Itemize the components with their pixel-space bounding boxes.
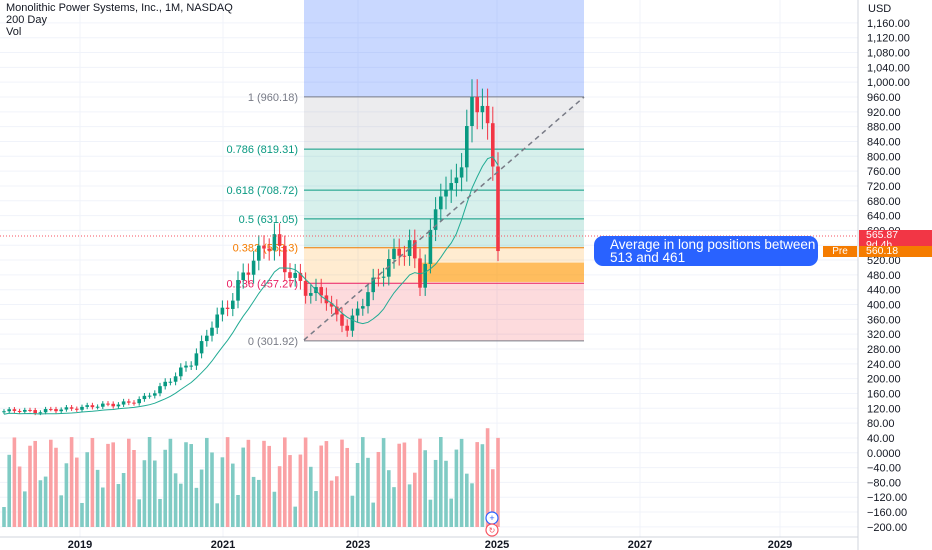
fib-level-label: 0.5 (631.05) xyxy=(239,214,298,226)
premarket-label: Pre xyxy=(823,246,857,257)
price-tick-label: 640.00 xyxy=(867,211,901,223)
price-tick-label: 1,120.00 xyxy=(867,33,910,45)
dividend-icon[interactable]: ↻ xyxy=(485,523,499,537)
time-tick-label: 2023 xyxy=(346,539,370,550)
annotation-callout[interactable]: Average in long positions between 513 an… xyxy=(594,236,818,266)
price-tick-label: 760.00 xyxy=(867,166,901,178)
price-tick-label: 880.00 xyxy=(867,122,901,134)
last-price-box: 565.87 xyxy=(859,230,932,241)
price-tick-label: 120.00 xyxy=(867,403,901,415)
price-tick-label: 320.00 xyxy=(867,329,901,341)
svg-text:+: + xyxy=(489,513,494,523)
price-tick-label: 1,080.00 xyxy=(867,48,910,60)
price-tick-label: 720.00 xyxy=(867,181,901,193)
price-tick-label: 280.00 xyxy=(867,344,901,356)
fib-level-label: 0.786 (819.31) xyxy=(226,144,298,156)
price-tick-label: 520.00 xyxy=(867,255,901,267)
indicator-vol-label[interactable]: Vol xyxy=(6,26,22,38)
price-tick-label: 40.00 xyxy=(867,433,895,445)
fib-retracement[interactable]: 1 (960.18) 0.786 (819.31) 0.618 (708.72) 0.… xyxy=(226,0,584,348)
candlesticks xyxy=(2,79,500,416)
price-tick-label: 680.00 xyxy=(867,196,901,208)
time-tick-label: 2027 xyxy=(628,539,652,550)
svg-text:↻: ↻ xyxy=(489,526,496,535)
countdown-box: 9d 4h xyxy=(859,240,932,251)
price-tick-label: 80.00 xyxy=(867,418,895,430)
fib-level-label: 0.236 (457.27) xyxy=(226,278,298,290)
price-tick-label: 920.00 xyxy=(867,107,901,119)
price-tick-label: 160.00 xyxy=(867,388,901,400)
volume-bars xyxy=(2,428,500,527)
price-tick-label: 200.00 xyxy=(867,374,901,386)
price-tick-label: −80.00 xyxy=(867,477,901,489)
price-tick-label: −120.00 xyxy=(867,492,907,504)
chart-title: Monolithic Power Systems, Inc., 1M, NASD… xyxy=(6,2,233,14)
fib-level-label: 1 (960.18) xyxy=(248,92,298,104)
premarket-price-box: 560.18 xyxy=(859,246,932,257)
price-tick-label: 240.00 xyxy=(867,359,901,371)
price-tick-label: 360.00 xyxy=(867,314,901,326)
fib-level-label: 0.618 (708.72) xyxy=(226,185,298,197)
price-tick-label: 1,160.00 xyxy=(867,18,910,30)
time-axis[interactable]: 2019 2021 2023 2025 2027 2029 xyxy=(68,539,792,550)
indicator-ma-label[interactable]: 200 Day xyxy=(6,14,47,26)
fib-level-label: 0 (301.92) xyxy=(248,336,298,348)
price-tick-label: −200.00 xyxy=(867,522,907,534)
price-tick-label: −160.00 xyxy=(867,507,907,519)
time-tick-label: 2029 xyxy=(768,539,792,550)
price-tick-label: 1,040.00 xyxy=(867,62,910,74)
price-tick-label: 0.0000 xyxy=(867,448,901,460)
event-icon[interactable]: + xyxy=(485,511,499,525)
price-tick-label: 480.00 xyxy=(867,270,901,282)
price-tick-label: 1,000.00 xyxy=(867,77,910,89)
price-tick-label: −40.00 xyxy=(867,463,901,475)
fib-level-label: 0.382 (553.3) xyxy=(233,243,298,255)
price-axis[interactable]: 1,160.00 1,120.00 1,080.00 1,040.00 1,000.00… xyxy=(867,18,910,534)
price-tick-label: 400.00 xyxy=(867,300,901,312)
currency-label[interactable]: USD xyxy=(868,3,892,15)
time-tick-label: 2021 xyxy=(211,539,235,550)
time-tick-label: 2025 xyxy=(485,539,509,550)
ma-200-line xyxy=(3,156,499,415)
price-tick-label: 440.00 xyxy=(867,285,901,297)
price-tick-label: 800.00 xyxy=(867,151,901,163)
price-tick-label: 840.00 xyxy=(867,136,901,148)
time-tick-label: 2019 xyxy=(68,539,92,550)
fib-trend-line xyxy=(303,96,585,341)
price-tick-label: 960.00 xyxy=(867,92,901,104)
long-zone xyxy=(418,262,584,282)
